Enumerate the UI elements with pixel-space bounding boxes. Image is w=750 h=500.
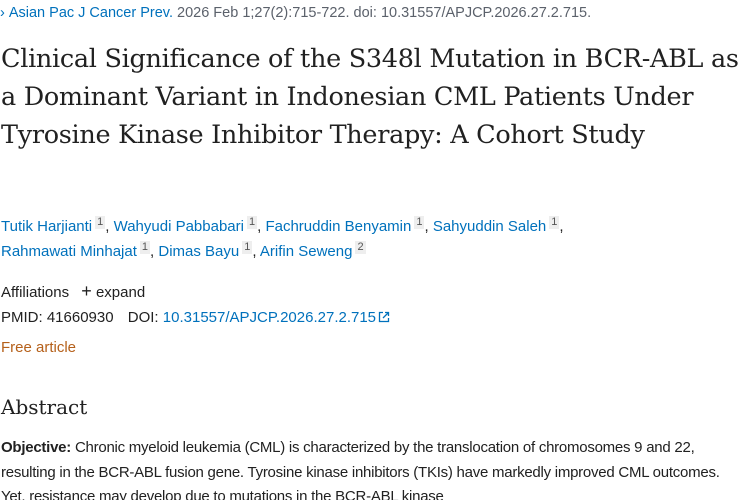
pmid-label: PMID: xyxy=(1,309,43,326)
doi-label: DOI: xyxy=(127,309,159,326)
affiliations-label: Affiliations xyxy=(1,284,70,301)
author-list: Tutik Harjianti 1, Wahyudi Pabbabari 1, Fa… xyxy=(1,216,564,260)
article-title: Clinical Significance of the S348l Mutat… xyxy=(1,44,739,150)
author-link[interactable]: Sahyuddin Saleh xyxy=(432,218,547,235)
chevron-right-icon: › xyxy=(0,5,5,21)
objective-text: Chronic myeloid leukemia (CML) is charac… xyxy=(1,439,720,500)
affiliation-ref[interactable]: 1 xyxy=(246,216,258,229)
citation-details: 2026 Feb 1;27(2):715-722. doi: 10.31557/… xyxy=(177,5,592,21)
author-link[interactable]: Arifin Seweng xyxy=(259,243,353,260)
affiliation-ref[interactable]: 2 xyxy=(355,241,366,254)
pmid-value: 41660930 xyxy=(46,309,114,326)
expand-label: expand xyxy=(95,284,146,301)
affiliation-ref[interactable]: 1 xyxy=(414,216,425,229)
doi-value: 10.31557/APJCP.2026.27.2.715 xyxy=(162,309,377,326)
plus-icon: + xyxy=(81,281,92,301)
abstract-heading: Abstract xyxy=(1,395,88,419)
journal-link[interactable]: Asian Pac J Cancer Prev. xyxy=(8,5,173,21)
author-link[interactable]: Rahmawati Minhajat xyxy=(1,243,137,260)
doi-link[interactable]: 10.31557/APJCP.2026.27.2.715 xyxy=(163,309,390,326)
external-link-icon xyxy=(378,311,390,323)
affiliation-ref[interactable]: 1 xyxy=(549,216,560,229)
objective-label: Objective: xyxy=(1,439,72,456)
author-link[interactable]: Tutik Harjianti xyxy=(1,218,93,235)
citation: › Asian Pac J Cancer Prev. 2026 Feb 1;27(… xyxy=(0,5,591,21)
expand-affiliations-button[interactable]: + expand xyxy=(81,281,146,301)
affiliation-ref[interactable]: 1 xyxy=(139,241,151,254)
affiliation-ref[interactable]: 1 xyxy=(242,241,253,254)
free-article-badge: Free article xyxy=(1,339,77,356)
affiliation-ref[interactable]: 1 xyxy=(95,216,106,229)
author-link[interactable]: Fachruddin Benyamin xyxy=(265,218,412,235)
identifiers: PMID: 41660930 DOI: 10.31557/APJCP.2026.… xyxy=(1,309,390,326)
author-link[interactable]: Dimas Bayu xyxy=(158,243,240,260)
affiliations-row: Affiliations + expand xyxy=(1,281,145,302)
abstract-text: Objective: Chronic myeloid leukemia (CML… xyxy=(1,436,746,500)
author-link[interactable]: Wahyudi Pabbabari xyxy=(113,218,244,235)
